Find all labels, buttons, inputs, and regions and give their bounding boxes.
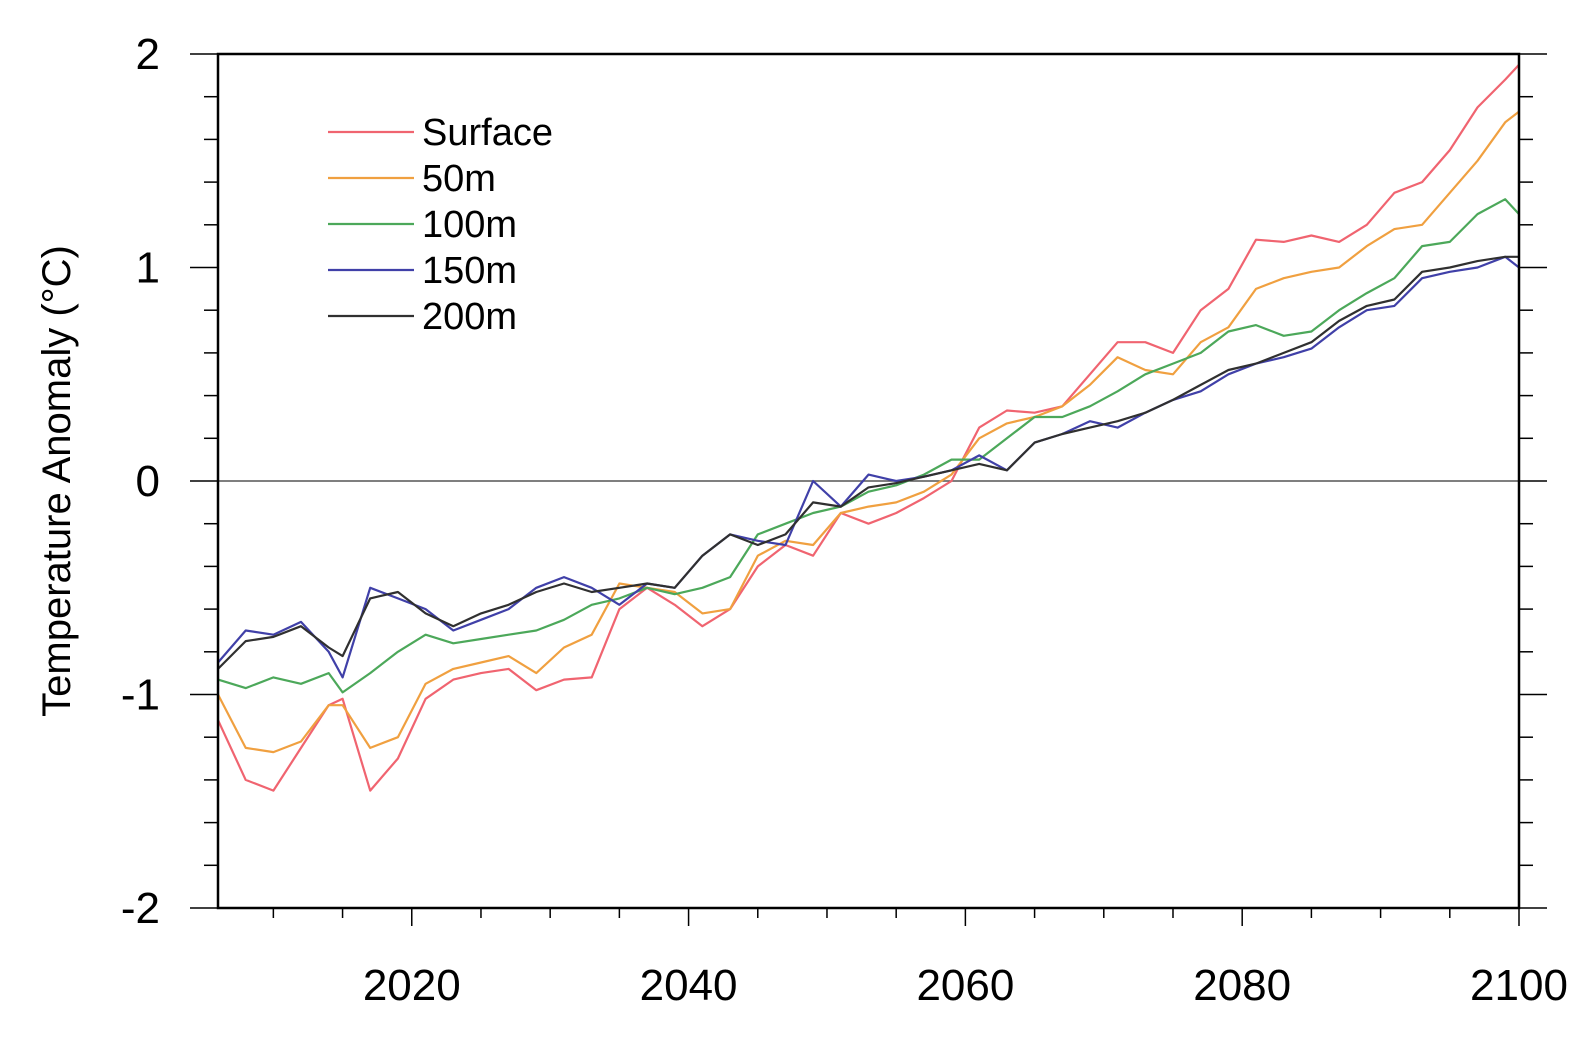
series-lines: [217, 63, 1520, 792]
x-tick-labels: 2020 2040 2060 2080 2100: [363, 961, 1568, 1010]
x-tick-label: 2060: [916, 961, 1014, 1010]
y-tick-label: 1: [136, 244, 160, 293]
series-line-150m: [217, 255, 1520, 679]
axis-ticks: [190, 53, 1547, 926]
legend-label-150m: 150m: [422, 250, 517, 292]
x-tick-label: 2040: [640, 961, 738, 1010]
legend-label-50m: 50m: [422, 158, 496, 200]
series-line-50m: [217, 110, 1520, 754]
legend-label-100m: 100m: [422, 204, 517, 246]
y-tick-label: -2: [121, 884, 160, 933]
y-tick-label: 0: [136, 457, 160, 506]
series-line-surface: [217, 63, 1520, 792]
y-axis-title: Temperature Anomaly (°C): [35, 245, 79, 717]
x-tick-label: 2020: [363, 961, 461, 1010]
legend-label-200m: 200m: [422, 296, 517, 338]
series-line-100m: [217, 198, 1520, 694]
plot-frame: [216, 52, 1521, 910]
y-tick-labels: -2 -1 0 1 2: [121, 30, 160, 933]
series-line-200m: [217, 255, 1519, 670]
x-tick-label: 2080: [1193, 961, 1291, 1010]
y-tick-label: 2: [136, 30, 160, 79]
y-tick-label: -1: [121, 671, 160, 720]
legend-label-surface: Surface: [422, 112, 553, 154]
x-tick-label: 2100: [1470, 961, 1568, 1010]
